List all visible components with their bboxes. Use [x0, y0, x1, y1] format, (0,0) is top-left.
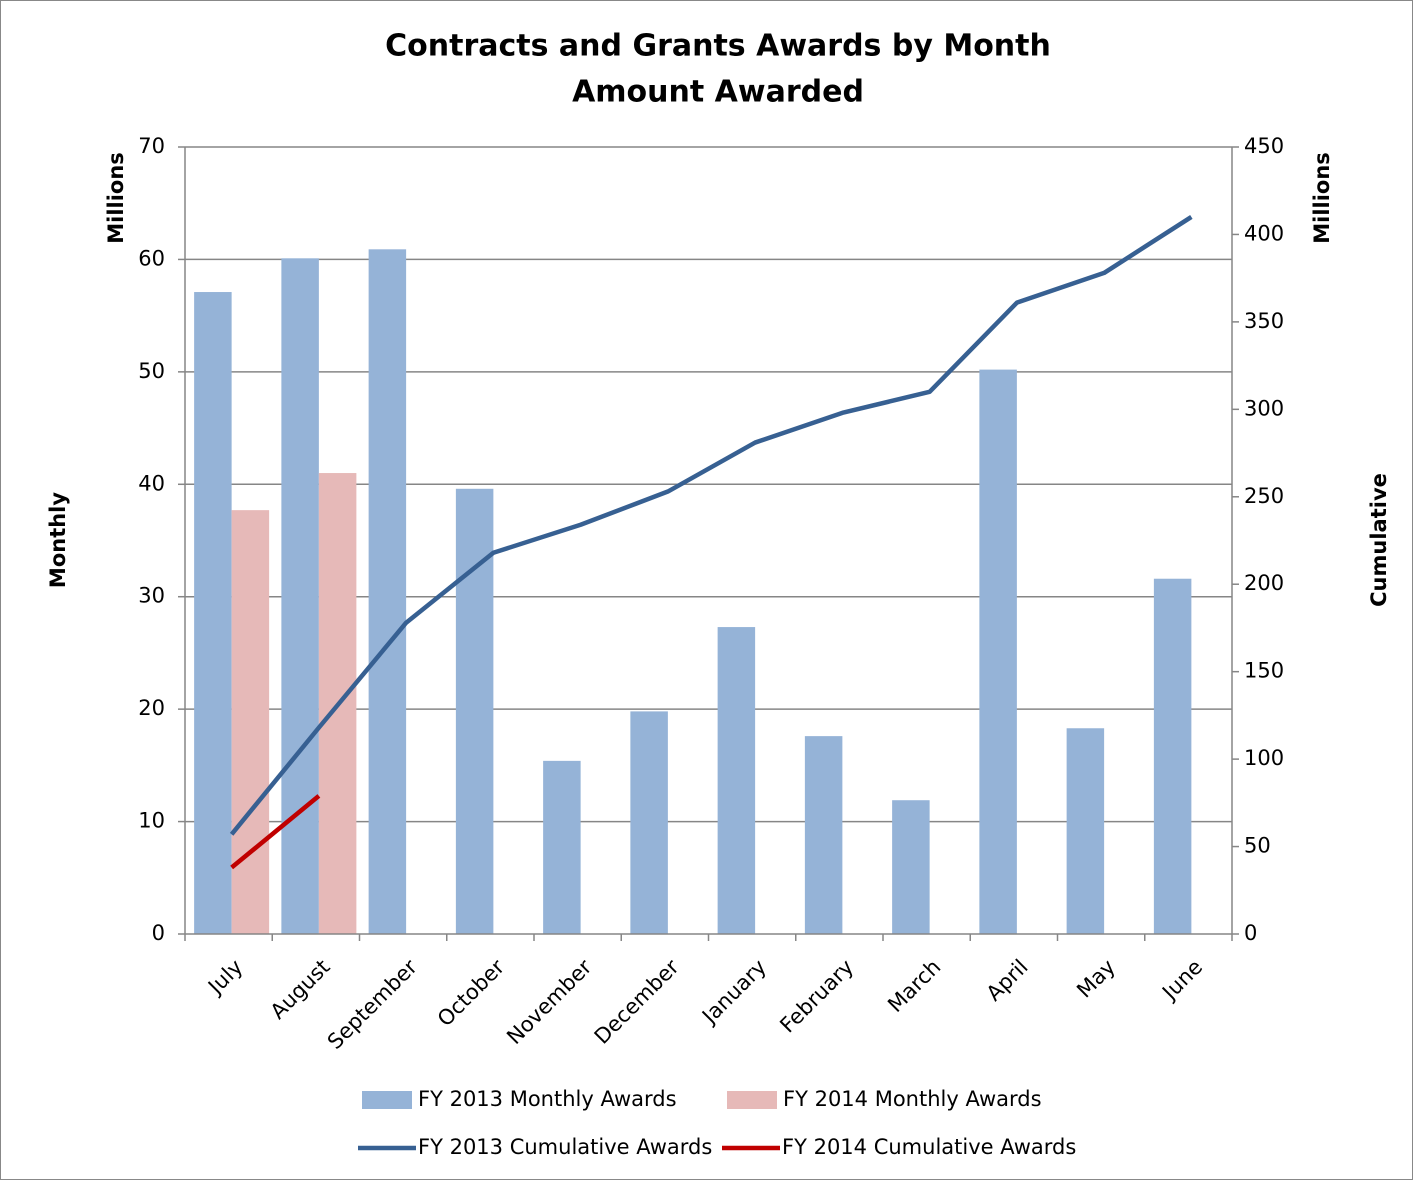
bar: [892, 800, 930, 934]
legend-label: FY 2013 Monthly Awards: [418, 1087, 677, 1111]
bar: [368, 249, 407, 934]
legend-swatch: [362, 1091, 412, 1109]
y2-tick-label: 350: [1244, 309, 1284, 333]
bar: [717, 627, 756, 934]
y-tick-label: 40: [138, 471, 165, 495]
y-tick-label: 50: [138, 359, 165, 383]
bar: [455, 488, 494, 934]
line: [230, 794, 321, 870]
y2-tick-label: 400: [1244, 221, 1284, 245]
y-axis-title: Monthly: [46, 492, 70, 588]
bar: [1066, 728, 1105, 934]
bar: [1153, 578, 1192, 934]
bar: [804, 736, 843, 934]
legend-label: FY 2014 Monthly Awards: [783, 1087, 1042, 1111]
y2-tick-label: 200: [1244, 571, 1284, 595]
bar: [231, 510, 270, 934]
y2-axis-title: Cumulative: [1367, 473, 1391, 607]
y2-tick-label: 150: [1244, 659, 1284, 683]
y-tick-label: 70: [138, 134, 165, 158]
y2-tick-label: 50: [1244, 834, 1271, 858]
y-tick-label: 30: [138, 584, 165, 608]
chart-title: Contracts and Grants Awards by Month: [385, 29, 1051, 64]
y2-unit: Millions: [1310, 152, 1334, 244]
y2-tick-label: 100: [1244, 746, 1284, 770]
legend-swatch: [727, 1091, 777, 1109]
y2-tick-label: 250: [1244, 484, 1284, 508]
y2-tick-label: 450: [1244, 134, 1284, 158]
y-tick-label: 60: [138, 246, 165, 270]
chart-subtitle: Amount Awarded: [572, 75, 864, 110]
bar: [630, 711, 668, 934]
bar: [543, 760, 581, 934]
legend-label: FY 2014 Cumulative Awards: [782, 1135, 1076, 1159]
legend-label: FY 2013 Cumulative Awards: [418, 1135, 712, 1159]
bar: [281, 258, 319, 934]
y-tick-label: 20: [138, 696, 165, 720]
line: [229, 215, 1193, 836]
y2-tick-label: 300: [1244, 396, 1284, 420]
bar: [194, 292, 232, 935]
y-tick-label: 10: [138, 809, 165, 833]
y-tick-label: 0: [152, 921, 165, 945]
y-unit: Millions: [104, 152, 128, 244]
y2-tick-label: 0: [1244, 921, 1257, 945]
bar: [979, 369, 1017, 934]
